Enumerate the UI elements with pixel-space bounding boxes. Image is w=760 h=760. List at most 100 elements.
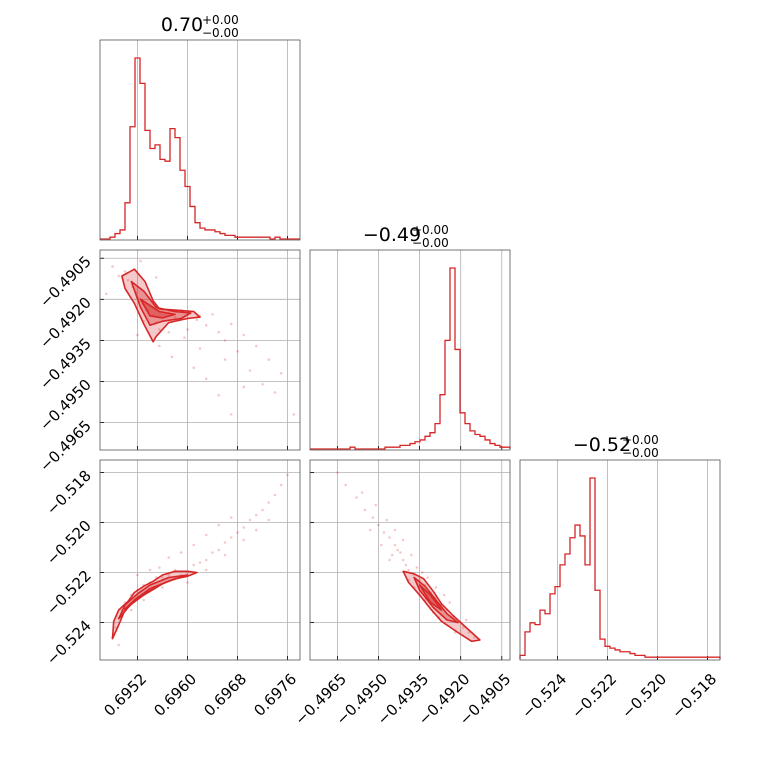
scatter-1-3-sample-point: [136, 573, 139, 577]
scatter-2-3-sample-point: [442, 593, 446, 597]
histogram-param-2-step: [310, 267, 511, 450]
scatter-1-3-group: [111, 473, 289, 647]
panel-frame-scatter-1-2: [99, 249, 301, 451]
scatter-1-3-contour-3: [124, 586, 158, 610]
scatter-1-3-sample-point: [204, 558, 208, 562]
scatter-1-3-sample-point: [211, 551, 214, 554]
scatter-1-2-sample-point: [104, 292, 108, 296]
scatter-1-2-sample-point: [192, 366, 196, 370]
scatter-1-2-sample-point: [211, 313, 214, 316]
scatter-1-3-sample-point: [192, 543, 196, 547]
panel-frame-scatter-2-3: [309, 459, 511, 661]
scatter-1-3-sample-point: [229, 536, 233, 539]
panel-frame-scatter-1-3: [99, 459, 301, 661]
scatter-2-3-sample-point: [448, 601, 452, 604]
scatter-2-3-sample-point: [355, 496, 358, 499]
scatter-1-2-sample-point: [204, 324, 208, 327]
scatter-1-2-sample-point: [158, 328, 161, 331]
scatter-1-2-sample-point: [236, 350, 239, 353]
scatter-1-2-sample-point: [223, 358, 227, 361]
scatter-1-2-sample-point: [186, 328, 189, 331]
scatter-1-2-sample-point: [204, 377, 208, 381]
panel-frame-hist-2: [309, 249, 511, 451]
scatter-2-3-sample-point: [401, 538, 405, 542]
scatter-1-2-contour-2: [130, 280, 192, 327]
title-plus-param-2: +0.00: [412, 223, 449, 237]
scatter-1-2-sample-point: [292, 413, 296, 416]
scatter-1-3-sample-point: [217, 523, 221, 527]
scatter-2-3-sample-point: [377, 523, 380, 527]
scatter-1-3-sample-point: [129, 608, 133, 612]
scatter-1-2-sample-point: [242, 333, 246, 337]
title-minus-param-2: −0.00: [412, 236, 449, 250]
title-plus-param-3: +0.00: [622, 433, 659, 447]
scatter-1-3-sample-point: [261, 508, 264, 512]
x-tick-label-param-1: 0.6952: [100, 670, 150, 720]
scatter-2-3-sample-point: [336, 471, 339, 474]
title-param-2: −0.49: [363, 224, 421, 246]
scatter-1-2-sample-point: [229, 322, 233, 326]
scatter-1-3-sample-point: [267, 518, 271, 522]
x-tick-label-param-3: −0.522: [568, 670, 620, 722]
scatter-1-2-sample-point: [198, 347, 202, 350]
scatter-1-3-sample-point: [242, 538, 246, 542]
scatter-1-2-sample-point: [248, 369, 252, 372]
scatter-2-3-sample-point: [462, 626, 465, 629]
scatter-2-3-sample-point: [360, 491, 364, 494]
scatter-1-2-sample-point: [254, 344, 258, 348]
scatter-2-3-group: [336, 471, 481, 643]
scatter-1-3-sample-point: [217, 548, 221, 552]
scatter-1-2-sample-point: [267, 358, 271, 361]
scatter-1-3-sample-point: [204, 533, 208, 537]
scatter-2-3-sample-point: [473, 636, 476, 639]
scatter-1-2-sample-point: [217, 330, 221, 334]
scatter-2-3-contour-2: [413, 576, 459, 624]
scatter-1-2-sample-point: [195, 318, 199, 322]
scatter-1-2-sample-point: [170, 355, 174, 359]
scatter-1-3-sample-point: [114, 626, 117, 629]
scatter-1-3-sample-point: [254, 513, 258, 517]
scatter-2-3-sample-point: [393, 528, 397, 532]
scatter-2-3-sample-point: [464, 618, 468, 622]
scatter-2-3-sample-point: [421, 571, 424, 574]
scatter-2-3-sample-point: [401, 558, 405, 562]
scatter-1-3-sample-point: [236, 531, 239, 534]
scatter-1-3-sample-point: [223, 541, 227, 544]
scatter-1-2-sample-point: [158, 344, 161, 348]
scatter-1-3-sample-point: [161, 576, 164, 579]
scatter-1-3-sample-point: [198, 561, 202, 564]
scatter-1-2-sample-point: [154, 276, 158, 279]
scatter-1-3-sample-point: [142, 598, 146, 602]
scatter-1-2-sample-point: [223, 339, 227, 342]
scatter-1-3-sample-point: [286, 473, 289, 477]
scatter-2-3-sample-point: [388, 536, 391, 539]
scatter-2-3-sample-point: [363, 508, 367, 512]
scatter-1-2-sample-point: [242, 385, 246, 389]
scatter-1-2-sample-point: [139, 259, 142, 263]
scatter-2-3-sample-point: [344, 483, 347, 487]
scatter-2-3-sample-point: [404, 563, 408, 567]
title-minus-param-1: −0.00: [202, 26, 239, 40]
scatter-2-3-sample-point: [382, 531, 386, 534]
scatter-1-2-sample-point: [217, 393, 221, 397]
x-tick-label-param-3: −0.518: [668, 670, 720, 722]
y-tick-label-param-3: −0.520: [43, 517, 95, 569]
x-tick-label-param-3: −0.524: [518, 670, 570, 722]
title-minus-param-3: −0.00: [622, 446, 659, 460]
scatter-2-3-sample-point: [426, 576, 430, 579]
scatter-2-3-sample-point: [393, 543, 397, 547]
histogram-param-3-step: [519, 477, 721, 659]
scatter-1-2-sample-point: [183, 336, 186, 339]
x-tick-label-param-3: −0.520: [618, 670, 670, 722]
scatter-1-3-sample-point: [148, 568, 152, 572]
scatter-2-3-contour-3: [418, 584, 443, 611]
scatter-2-3-sample-point: [434, 586, 438, 589]
scatter-1-3-sample-point: [248, 518, 252, 522]
scatter-1-3-sample-point: [179, 551, 183, 554]
scatter-1-3-sample-point: [254, 528, 258, 532]
scatter-1-2-sample-point: [123, 270, 127, 273]
scatter-1-2-sample-point: [173, 315, 177, 319]
x-tick-label-param-1: 0.6960: [150, 670, 200, 720]
scatter-2-3-sample-point: [410, 553, 413, 557]
